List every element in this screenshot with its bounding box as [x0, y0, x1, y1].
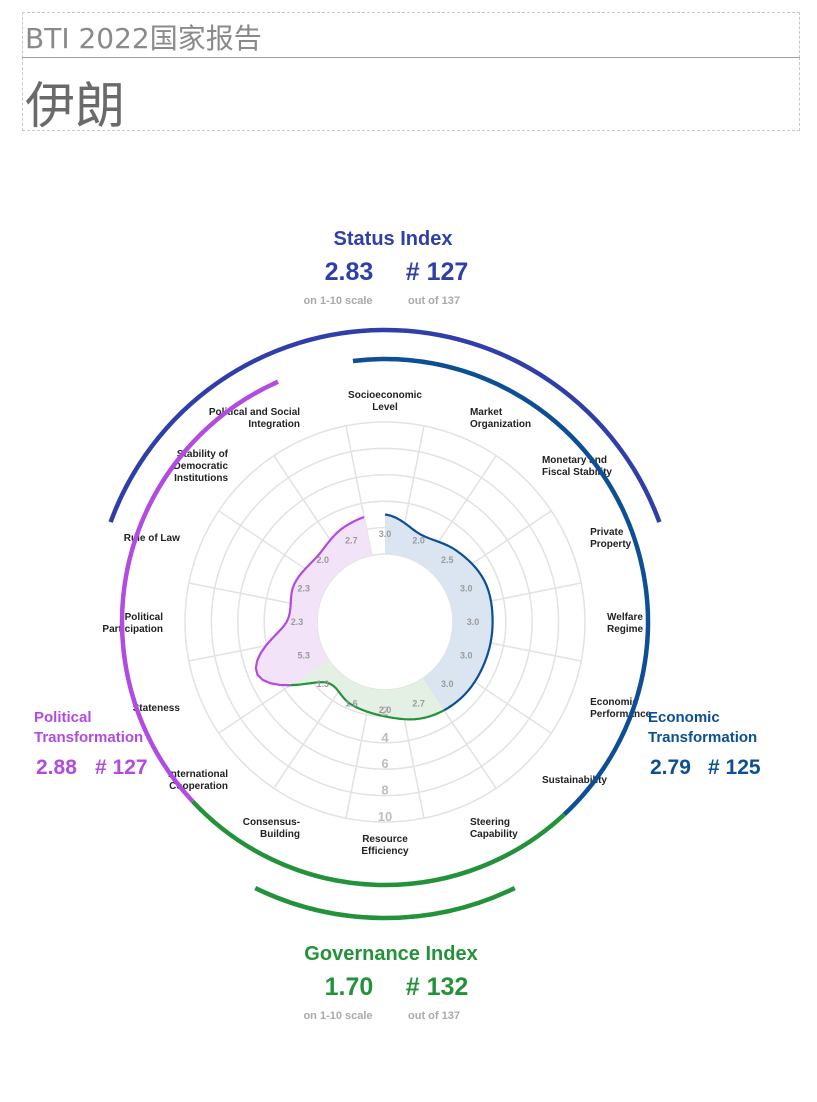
political-arc: [119, 379, 279, 803]
radar-value-labels: 3.0 2.0 2.5 3.0 3.0 3.0 3.0 2.7 2.0 1.6 1.3 5.3 2.3 2…: [291, 529, 480, 715]
governance-arc: [191, 799, 566, 888]
criterion-label: Consensus-Building: [243, 817, 300, 840]
country-title: 伊朗: [25, 77, 125, 135]
value-label: 2.0: [412, 536, 425, 546]
criterion-label: Monetary and Fiscal Stability: [542, 455, 612, 478]
radar-scale-labels: 2 4 6 8 10: [378, 703, 392, 824]
grid-ring: [263, 500, 507, 744]
value-label: 2.7: [412, 698, 425, 708]
economic-transformation-title-1: Economic: [648, 709, 720, 726]
economic-transformation-rank: # 125: [708, 756, 761, 779]
governance-index-score-sub: on 1-10 scale: [303, 1010, 372, 1022]
scale-label: 2: [381, 703, 388, 718]
economic-arc: [352, 356, 651, 816]
radar-outline-governance: [290, 681, 445, 721]
criterion-label: International Cooperation: [168, 769, 228, 792]
grid-ring: [210, 447, 560, 797]
political-transformation-title-1: Political: [34, 709, 92, 726]
criterion-label: Stability of Democratic Institutions: [174, 449, 229, 484]
criterion-label: Economic Performance: [590, 697, 652, 720]
governance-index-score: 1.70: [325, 973, 374, 1001]
political-transformation-rank: # 127: [95, 756, 148, 779]
index-arcs: [108, 327, 662, 921]
grid-ring: [184, 421, 586, 823]
grid-spoke: [345, 425, 373, 556]
governance-outer-arc: [254, 886, 516, 921]
radar-fill-economic: [385, 514, 493, 711]
status-index-rank: # 127: [406, 258, 469, 286]
criterion-label: Steering Capability: [470, 817, 518, 840]
governance-index-title: Governance Index: [304, 943, 477, 965]
scale-label: 10: [378, 809, 392, 824]
grid-ring: [237, 474, 533, 770]
value-label: 3.0: [379, 529, 392, 539]
political-transformation-title-2: Transformation: [34, 729, 143, 746]
value-label: 3.0: [460, 651, 473, 661]
value-label: 2.7: [345, 536, 358, 546]
radar-fill-political: [255, 517, 372, 686]
status-index-score-sub: on 1-10 scale: [303, 295, 372, 307]
economic-transformation-title-2: Transformation: [648, 729, 757, 746]
header-divider: [22, 57, 800, 58]
criterion-label: Resource Efficiency: [361, 834, 409, 857]
criterion-label: Welfare Regime: [607, 612, 644, 635]
criterion-label: Sustainability: [542, 775, 607, 786]
criterion-label: Stateness: [133, 703, 181, 714]
radar-fill-governance: [290, 659, 444, 720]
value-label: 3.0: [467, 617, 480, 627]
radar-outline: [254, 513, 494, 721]
political-transformation-score: 2.88: [36, 756, 77, 779]
status-index-rank-sub: out of 137: [408, 295, 460, 307]
value-label: 2.5: [441, 555, 454, 565]
status-index-score: 2.83: [325, 258, 374, 286]
value-label: 1.3: [317, 679, 330, 689]
radar-fills: [255, 514, 493, 720]
value-label: 3.0: [460, 583, 473, 593]
grid-spoke: [273, 678, 348, 789]
criterion-label: Political Participation: [102, 612, 163, 635]
report-title: BTI 2022国家报告: [25, 22, 262, 55]
scale-label: 6: [381, 756, 388, 771]
criterion-label: Private Property: [590, 527, 632, 550]
value-label: 2.3: [291, 617, 304, 627]
scale-label: 4: [381, 730, 389, 745]
criterion-label: Political and Social Integration: [209, 407, 300, 430]
economic-transformation-score: 2.79: [650, 756, 691, 779]
value-label: 2.0: [379, 705, 392, 715]
value-label: 2.3: [297, 583, 310, 593]
governance-index-rank: # 132: [406, 973, 469, 1001]
criterion-label: Socioeconomic Level: [348, 390, 422, 413]
radar-outline-political: [254, 516, 365, 687]
value-label: 1.6: [345, 698, 358, 708]
radar-outline-economic: [384, 513, 494, 712]
scale-label: 8: [381, 783, 388, 798]
status-arc: [108, 327, 662, 523]
grid-ring: [316, 553, 454, 691]
radar-criteria-labels: Socioeconomic Level Market Organization Mone…: [102, 390, 651, 857]
value-label: 5.3: [297, 651, 310, 661]
criterion-label: Rule of Law: [124, 533, 180, 544]
governance-index-rank-sub: out of 137: [408, 1010, 460, 1022]
criterion-label: Market Organization: [470, 407, 531, 430]
value-label: 2.0: [317, 555, 330, 565]
value-label: 3.0: [441, 679, 454, 689]
status-index-title: Status Index: [334, 228, 453, 250]
